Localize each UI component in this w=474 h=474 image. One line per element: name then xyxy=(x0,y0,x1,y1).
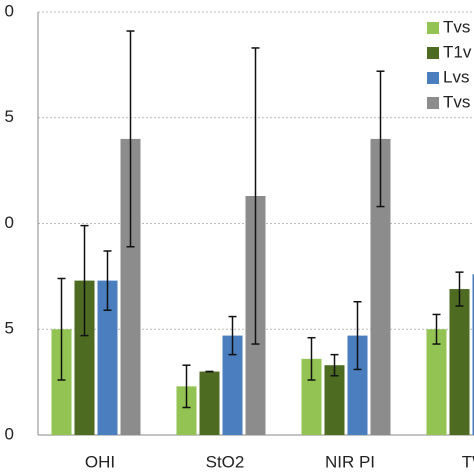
error-bar xyxy=(228,315,237,356)
bar xyxy=(370,138,391,435)
error-bar xyxy=(376,70,385,208)
error-bar xyxy=(432,313,441,345)
bar xyxy=(222,335,243,435)
y-tick-label: 5 xyxy=(5,319,14,338)
bar xyxy=(120,138,141,435)
legend-swatch xyxy=(427,22,439,34)
legend-swatch xyxy=(427,47,439,59)
y-tick-label: 0 xyxy=(5,424,14,443)
error-bar xyxy=(80,224,89,337)
error-bar xyxy=(57,277,66,381)
bar xyxy=(347,335,368,435)
error-bar xyxy=(307,336,316,381)
error-bar xyxy=(126,30,135,248)
bar xyxy=(472,274,474,435)
bar xyxy=(97,280,118,435)
bar xyxy=(199,371,220,435)
bar xyxy=(51,329,72,435)
error-bar xyxy=(330,353,339,377)
legend-swatch xyxy=(427,72,439,84)
error-bar xyxy=(353,301,362,371)
legend-swatch xyxy=(427,97,439,109)
legend-label: Tvs xyxy=(443,17,470,36)
bar xyxy=(426,329,447,435)
x-tick-label: StO2 xyxy=(206,452,245,471)
error-bar xyxy=(182,364,191,409)
x-tick-label: TW xyxy=(462,452,474,471)
error-bar xyxy=(103,250,112,311)
error-bar xyxy=(455,271,464,307)
bar xyxy=(74,280,95,435)
y-tick-label: 5 xyxy=(5,107,14,126)
bar xyxy=(324,365,345,435)
bar xyxy=(449,289,470,435)
x-tick-label: OHI xyxy=(85,452,115,471)
legend-label: Lvs xyxy=(443,67,469,86)
x-tick-label: NIR PI xyxy=(325,452,375,471)
bar xyxy=(176,386,197,435)
legend-label: T1v xyxy=(443,42,472,61)
bar xyxy=(301,358,322,435)
y-tick-label: 0 xyxy=(5,213,14,232)
y-tick-label: 0 xyxy=(5,1,14,20)
legend-label: Tvs xyxy=(443,92,470,111)
error-bar xyxy=(251,47,260,345)
